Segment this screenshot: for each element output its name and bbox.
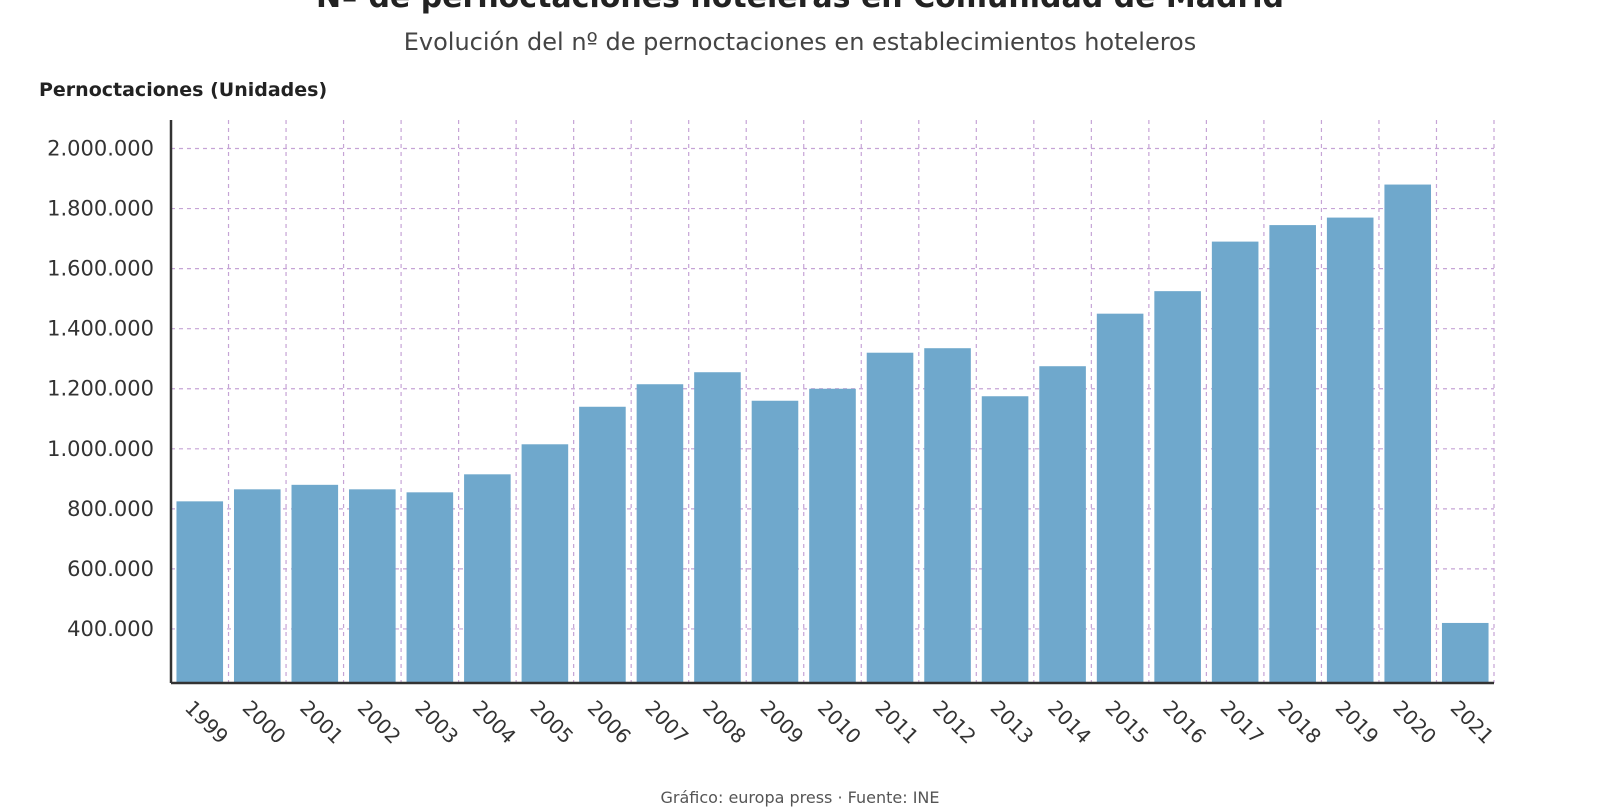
chart-title: Nº de pernoctaciones hoteleras en Comuni… xyxy=(0,0,1600,15)
x-tick-label: 2000 xyxy=(238,696,291,749)
y-tick-labels: 400.000 600.000 800.000 1.000.000 1.200.000 1… xyxy=(47,137,154,641)
bar-2012 xyxy=(924,348,971,683)
bar-2017 xyxy=(1211,241,1259,683)
bar-2010 xyxy=(809,388,856,683)
x-tick-label: 2014 xyxy=(1043,696,1096,749)
y-tick-label: 800.000 xyxy=(67,497,154,521)
bar-1999 xyxy=(176,501,224,683)
y-axis-label: Pernoctaciones (Unidades) xyxy=(39,79,328,101)
y-tick-label: 600.000 xyxy=(67,557,154,581)
x-tick-label: 2006 xyxy=(583,696,636,749)
bar-2018 xyxy=(1269,225,1316,684)
x-tick-label: 2002 xyxy=(353,696,406,749)
x-tick-label: 2011 xyxy=(870,696,923,749)
x-tick-label: 2020 xyxy=(1388,696,1441,749)
bar-2002 xyxy=(349,489,396,683)
y-tick-label: 2.000.000 xyxy=(47,137,154,161)
x-tick-label: 2021 xyxy=(1446,696,1499,749)
x-tick-label: 2009 xyxy=(755,696,808,749)
y-tick-label: 400.000 xyxy=(67,617,154,641)
bar-2015 xyxy=(1096,313,1144,683)
x-tick-label: 2018 xyxy=(1273,696,1326,749)
x-tick-label: 2007 xyxy=(640,696,693,749)
y-tick-label: 1.200.000 xyxy=(47,377,154,401)
x-tick-label: 2015 xyxy=(1101,696,1154,749)
chart-subtitle: Evolución del nº de pernoctaciones en es… xyxy=(403,28,1197,56)
bar-2000 xyxy=(233,489,281,683)
bar-2005 xyxy=(521,444,569,683)
x-tick-label: 1999 xyxy=(180,696,233,749)
bar-2014 xyxy=(1039,366,1086,683)
bar-2016 xyxy=(1154,291,1201,683)
x-tick-label: 2012 xyxy=(928,696,981,749)
bar-2007 xyxy=(636,384,684,683)
axes xyxy=(169,120,1494,685)
bar-2019 xyxy=(1326,217,1374,683)
bar-2001 xyxy=(291,484,339,683)
x-tick-label: 2016 xyxy=(1158,696,1211,749)
x-tick-label: 2004 xyxy=(468,696,521,749)
y-tick-label: 1.600.000 xyxy=(47,257,154,281)
bar-2004 xyxy=(464,474,511,683)
x-tick-label: 2008 xyxy=(698,696,751,749)
x-tick-label: 2013 xyxy=(986,696,1039,749)
bar-2003 xyxy=(406,492,454,683)
y-tick-label: 1.800.000 xyxy=(47,197,154,221)
x-tick-labels: 1999 2000 2001 2002 2003 2004 2005 2006 2007 2008… xyxy=(180,696,1498,749)
grid-lines xyxy=(171,120,1495,683)
bar-2008 xyxy=(694,372,741,683)
y-tick-label: 1.400.000 xyxy=(47,317,154,341)
x-tick-label: 2003 xyxy=(410,696,463,749)
x-tick-label: 2010 xyxy=(813,696,866,749)
bar-2006 xyxy=(579,406,626,683)
x-tick-label: 2001 xyxy=(295,696,348,749)
y-tick-label: 1.000.000 xyxy=(47,437,154,461)
bar-2013 xyxy=(981,396,1029,683)
bar-2021 xyxy=(1441,622,1489,683)
bar-2011 xyxy=(866,352,914,683)
x-tick-label: 2005 xyxy=(525,696,578,749)
bar-2020 xyxy=(1384,184,1432,684)
chart-footer: Gráfico: europa press · Fuente: INE xyxy=(660,788,940,807)
x-tick-label: 2017 xyxy=(1216,696,1269,749)
bars xyxy=(176,184,1489,684)
bar-2009 xyxy=(751,400,799,683)
x-tick-label: 2019 xyxy=(1331,696,1384,749)
